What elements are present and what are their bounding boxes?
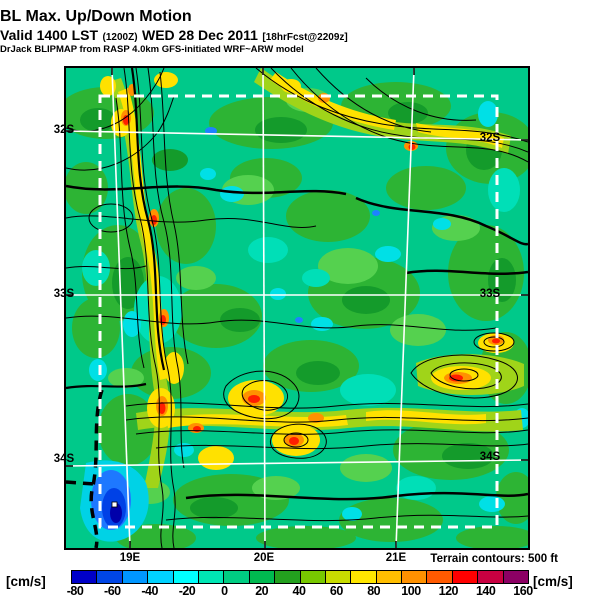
- colorbar-cell: [324, 571, 351, 583]
- map-field-layer: [66, 68, 528, 548]
- colorbar-cell: [350, 571, 376, 583]
- colorbar-cell: [274, 571, 300, 583]
- lat-label-right-32s: 32S: [479, 132, 501, 144]
- valid-time: Valid 1400 LST: [0, 27, 99, 43]
- forecast-map: [66, 68, 528, 548]
- colorbar-cell: [96, 571, 122, 583]
- colorbar: -80 -60 -40 -20 0 20 40 60 80 100 120 140 160: [67, 570, 533, 600]
- terrain-contours-note: Terrain contours: 500 ft: [430, 553, 558, 565]
- colorbar-cell: [121, 571, 148, 583]
- lat-label-right-34s: 34S: [479, 451, 501, 463]
- lat-label-left-34s: 34S: [53, 453, 75, 465]
- colorbar-cell: [426, 571, 452, 583]
- colorbar-tick-label: 140: [475, 584, 496, 598]
- colorbar-tick-label: 160: [513, 584, 533, 598]
- colorbar-tick-label: 60: [329, 584, 343, 598]
- valid-line: Valid 1400 LST (1200Z) WED 28 Dec 2011 […: [0, 27, 600, 45]
- colorbar-cells: [71, 570, 529, 584]
- valid-date: WED 28 Dec 2011: [141, 27, 258, 43]
- colorbar-tick-label: -20: [178, 584, 196, 598]
- colorbar-cell: [375, 571, 402, 583]
- colorbar-cell: [223, 571, 249, 583]
- sink-region: [80, 460, 149, 542]
- graticule-lines: [66, 68, 528, 548]
- valid-zulu-time: (1200Z): [102, 32, 138, 43]
- colorbar-cell: [172, 571, 198, 583]
- colorbar-unit-right: [cm/s]: [533, 574, 573, 589]
- lat-label-left-33s: 33S: [53, 288, 75, 300]
- colorbar-cell: [451, 571, 478, 583]
- colorbar-unit-left: [cm/s]: [6, 574, 46, 589]
- colorbar-tick-label: 80: [367, 584, 381, 598]
- forecast-tag: [18hrFcst@2209z]: [262, 32, 348, 43]
- model-attribution: DrJack BLIPMAP from RASP 4.0km GFS-initi…: [0, 44, 304, 55]
- lon-label-20e: 20E: [253, 552, 275, 564]
- colorbar-cell: [197, 571, 224, 583]
- lat-label-right-33s: 33S: [479, 288, 501, 300]
- map-frame: [64, 66, 530, 550]
- colorbar-cell: [299, 571, 325, 583]
- lon-label-19e: 19E: [119, 552, 141, 564]
- colorbar-tick-label: -60: [104, 584, 121, 598]
- map-border-ticks: [66, 68, 528, 548]
- colorbar-cell: [147, 571, 173, 583]
- domain-box-dashed: [98, 94, 499, 529]
- colorbar-tick-label: 100: [401, 584, 421, 598]
- colorbar-tick-label: -80: [66, 584, 84, 598]
- colorbar-cell: [72, 571, 97, 583]
- colorbar-cell: [502, 571, 529, 583]
- colorbar-cell: [401, 571, 427, 583]
- terrain-contours-layer: [66, 68, 528, 548]
- colorbar-tick-label: 40: [292, 584, 306, 598]
- lat-label-left-32s: 32S: [53, 124, 75, 136]
- colorbar-tick-label: 0: [221, 584, 228, 598]
- coastline-dashed: [66, 389, 104, 548]
- colorbar-tick-label: 120: [438, 584, 459, 598]
- colorbar-tick-label: 20: [255, 584, 269, 598]
- colorbar-cell: [248, 571, 275, 583]
- colorbar-tick-label: -40: [141, 584, 158, 598]
- terrain-contours-major: [66, 68, 528, 501]
- lon-label-21e: 21E: [385, 552, 407, 564]
- page-title: BL Max. Up/Down Motion: [0, 8, 192, 25]
- colorbar-cell: [477, 571, 503, 583]
